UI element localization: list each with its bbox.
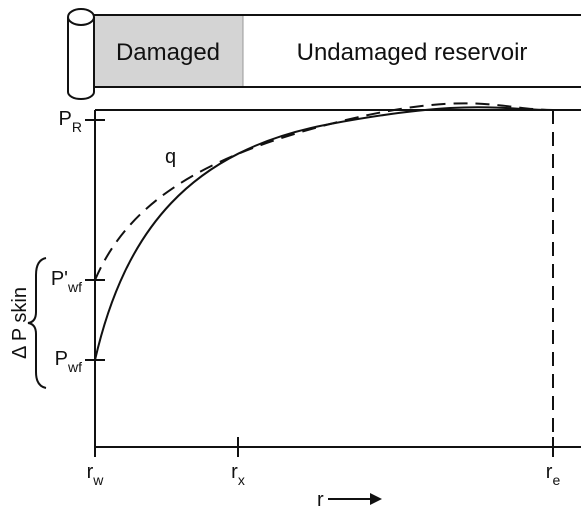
axis-label: Pwf: [55, 348, 82, 375]
axis-label: rx: [231, 461, 245, 488]
x-axis-label: r: [317, 489, 324, 511]
label-sub: x: [238, 472, 245, 488]
label-base: P: [55, 348, 68, 370]
damaged-label: Damaged: [116, 39, 220, 66]
label-base: P': [51, 268, 68, 290]
label-sub: e: [552, 472, 560, 488]
wellbore-top: [67, 8, 95, 26]
arrow-head: [370, 493, 382, 505]
label-base: r: [231, 461, 238, 483]
axes: [27, 102, 581, 500]
label-sub: R: [72, 119, 82, 135]
label-base: P: [59, 108, 72, 130]
label-base: r: [87, 461, 94, 483]
skin-label: Δ P skin: [9, 287, 31, 359]
axis-label: re: [546, 461, 561, 488]
curve-label: q: [165, 146, 176, 168]
label-sub: w: [92, 472, 104, 488]
axis-label: P'wf: [51, 268, 82, 295]
damaged-zone: [95, 16, 243, 86]
label-base: r: [546, 461, 553, 483]
undamaged-label: Undamaged reservoir: [297, 39, 528, 66]
axis-label: PR: [59, 108, 82, 135]
label-sub: wf: [67, 279, 82, 295]
wellbore: [67, 17, 95, 100]
axis-label: rw: [87, 461, 105, 488]
label-sub: wf: [67, 359, 82, 375]
